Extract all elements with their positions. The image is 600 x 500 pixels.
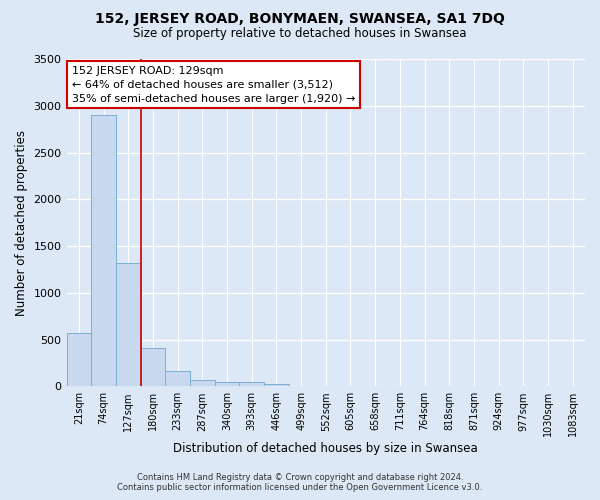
Text: 152 JERSEY ROAD: 129sqm
← 64% of detached houses are smaller (3,512)
35% of semi: 152 JERSEY ROAD: 129sqm ← 64% of detache… xyxy=(72,66,355,104)
Text: Contains HM Land Registry data © Crown copyright and database right 2024.
Contai: Contains HM Land Registry data © Crown c… xyxy=(118,473,482,492)
Bar xyxy=(67,332,91,386)
Bar xyxy=(264,384,289,386)
Bar xyxy=(190,380,215,386)
Y-axis label: Number of detached properties: Number of detached properties xyxy=(15,130,28,316)
Bar xyxy=(215,382,239,386)
Bar xyxy=(140,348,165,387)
X-axis label: Distribution of detached houses by size in Swansea: Distribution of detached houses by size … xyxy=(173,442,478,455)
Text: 152, JERSEY ROAD, BONYMAEN, SWANSEA, SA1 7DQ: 152, JERSEY ROAD, BONYMAEN, SWANSEA, SA1… xyxy=(95,12,505,26)
Bar xyxy=(116,263,140,386)
Bar xyxy=(239,382,264,386)
Bar xyxy=(91,115,116,386)
Text: Size of property relative to detached houses in Swansea: Size of property relative to detached ho… xyxy=(133,28,467,40)
Bar xyxy=(165,372,190,386)
